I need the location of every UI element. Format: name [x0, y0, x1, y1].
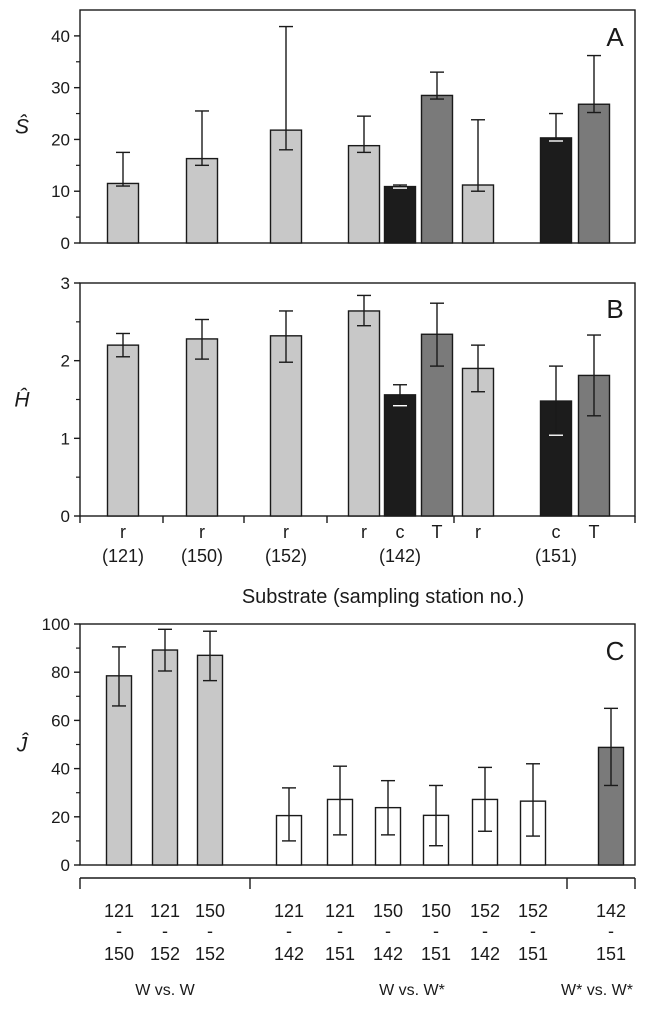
ab-x-axis-title: Substrate (sampling station no.) — [242, 586, 524, 608]
y-tick-label: 100 — [42, 615, 70, 634]
pair-bottom-label: 142 — [274, 944, 304, 964]
y-tick-label: 60 — [51, 711, 70, 730]
pair-top-label: 121 — [104, 901, 134, 921]
y-axis-title: Ĥ — [14, 389, 30, 412]
pair-dash: - — [530, 921, 536, 941]
bar — [347, 144, 381, 244]
y-tick-label: 0 — [61, 856, 70, 875]
bar — [420, 94, 454, 244]
station-label: (142) — [379, 546, 421, 566]
pair-dash: - — [207, 921, 213, 941]
pair-bottom-label: 151 — [325, 944, 355, 964]
bar — [185, 157, 219, 244]
substrate-label: r — [475, 522, 481, 542]
y-tick-label: 20 — [51, 808, 70, 827]
pair-top-label: 152 — [518, 901, 548, 921]
bar — [420, 333, 454, 517]
group-label: W* vs. W* — [561, 982, 633, 999]
y-axis-title: Ŝ — [15, 115, 29, 139]
c-x-axis-labels: 121-150121-152150-152121-142121-151150-1… — [79, 877, 636, 999]
bar — [539, 137, 573, 244]
y-tick-label: 20 — [51, 130, 70, 149]
pair-bottom-label: 150 — [104, 944, 134, 964]
substrate-label: c — [396, 522, 405, 542]
pair-dash: - — [482, 921, 488, 941]
pair-top-label: 150 — [373, 901, 403, 921]
pair-dash: - — [337, 921, 343, 941]
panel-label: C — [606, 636, 625, 666]
bar — [577, 374, 611, 517]
substrate-label: T — [589, 522, 600, 542]
y-tick-label: 10 — [51, 182, 70, 201]
station-label: (150) — [181, 546, 223, 566]
panel-a: 0 10 20 30 40 Ŝ A — [15, 9, 636, 253]
bar — [106, 344, 140, 517]
y-tick-label: 0 — [61, 507, 70, 526]
bar — [461, 367, 495, 517]
pair-top-label: 152 — [470, 901, 500, 921]
station-label: (151) — [535, 546, 577, 566]
pair-bottom-label: 142 — [470, 944, 500, 964]
bar — [151, 649, 179, 866]
y-tick-label: 2 — [61, 352, 70, 371]
substrate-label: r — [283, 522, 289, 542]
pair-bottom-label: 152 — [195, 944, 225, 964]
bar — [347, 310, 381, 517]
y-tick-label: 0 — [61, 234, 70, 253]
pair-top-label: 121 — [150, 901, 180, 921]
bar — [383, 394, 417, 517]
bar — [196, 654, 224, 866]
bar — [105, 675, 133, 866]
bar — [383, 185, 417, 244]
pair-bottom-label: 142 — [373, 944, 403, 964]
pair-top-label: 121 — [274, 901, 304, 921]
bar — [185, 338, 219, 517]
pair-dash: - — [286, 921, 292, 941]
pair-top-label: 150 — [421, 901, 451, 921]
panel-b: 0 1 2 3 Ĥ B — [14, 274, 636, 526]
pair-dash: - — [385, 921, 391, 941]
pair-bottom-label: 151 — [596, 944, 626, 964]
station-label: (121) — [102, 546, 144, 566]
y-tick-label: 30 — [51, 79, 70, 98]
substrate-label: r — [361, 522, 367, 542]
y-tick-label: 80 — [51, 663, 70, 682]
pair-top-label: 142 — [596, 901, 626, 921]
group-label: W vs. W* — [379, 982, 445, 999]
pair-top-label: 150 — [195, 901, 225, 921]
y-tick-label: 40 — [51, 760, 70, 779]
bar — [577, 103, 611, 244]
substrate-label: c — [552, 522, 561, 542]
station-label: (152) — [265, 546, 307, 566]
y-tick-label: 3 — [61, 274, 70, 293]
pair-bottom-label: 152 — [150, 944, 180, 964]
bar — [269, 335, 303, 517]
pair-bottom-label: 151 — [421, 944, 451, 964]
pair-dash: - — [433, 921, 439, 941]
panel-label: B — [606, 294, 623, 324]
substrate-label: T — [432, 522, 443, 542]
pair-dash: - — [162, 921, 168, 941]
panel-c: 0 20 40 60 80 100 Ĵ C — [16, 615, 636, 875]
y-tick-label: 1 — [61, 429, 70, 448]
panel-label: A — [606, 22, 624, 52]
bar — [461, 184, 495, 244]
pair-dash: - — [608, 921, 614, 941]
pair-dash: - — [116, 921, 122, 941]
bar — [106, 182, 140, 244]
y-axis-title: Ĵ — [16, 734, 29, 757]
pair-top-label: 121 — [325, 901, 355, 921]
pair-bottom-label: 151 — [518, 944, 548, 964]
y-tick-label: 40 — [51, 27, 70, 46]
substrate-label: r — [199, 522, 205, 542]
substrate-label: r — [120, 522, 126, 542]
group-label: W vs. W — [135, 982, 195, 999]
